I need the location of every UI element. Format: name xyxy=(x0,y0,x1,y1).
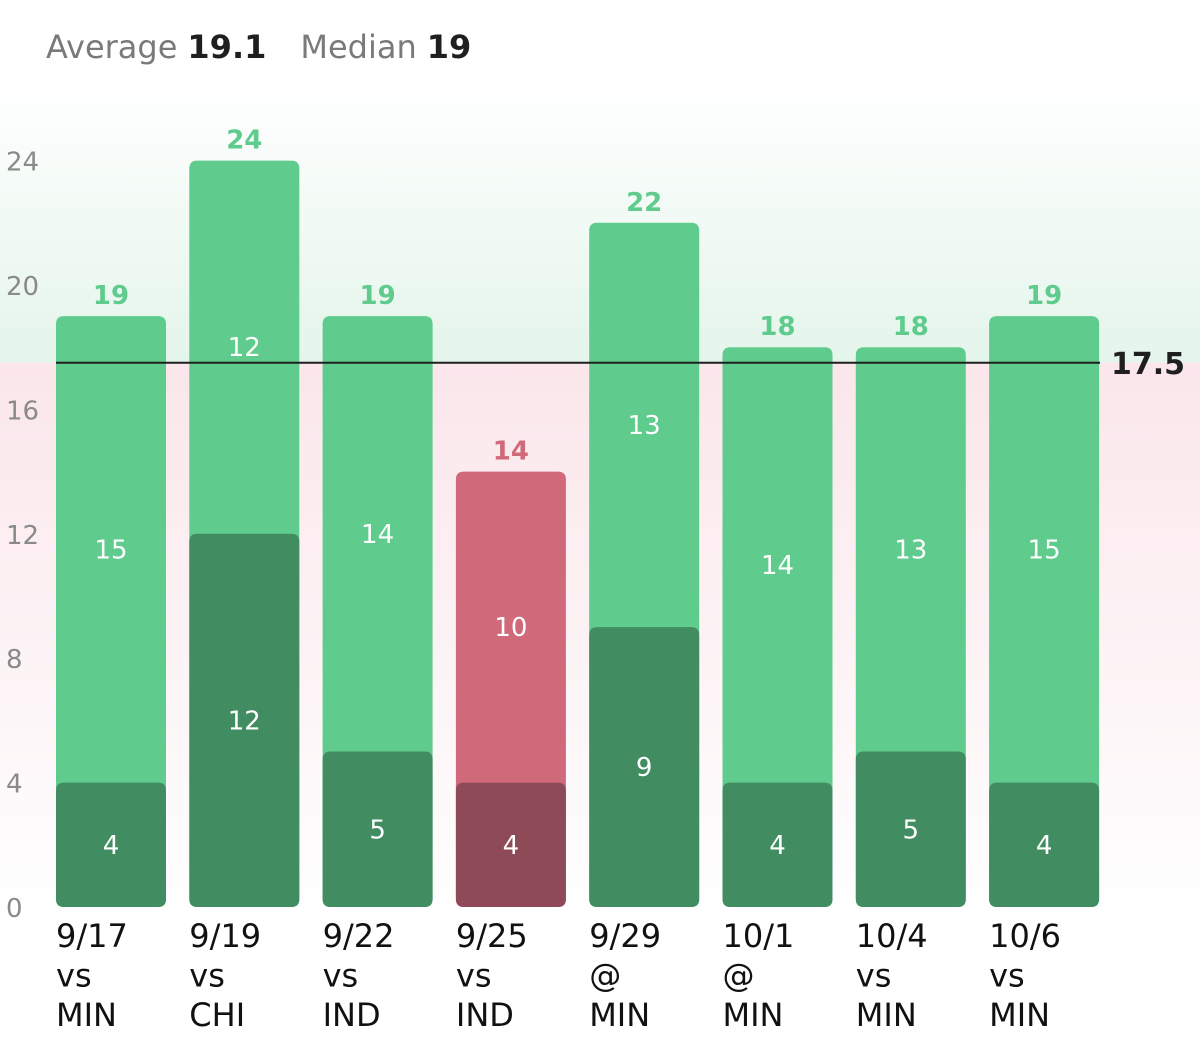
x-category-label: IND xyxy=(323,996,381,1034)
y-tick-label: 12 xyxy=(6,521,39,551)
bar-base-segment xyxy=(455,782,566,907)
bar-total-label: 14 xyxy=(493,437,529,467)
x-category-label: 9/25 xyxy=(456,917,528,955)
bar-base-label: 5 xyxy=(369,815,386,845)
x-category-label: vs xyxy=(856,957,892,995)
bar-total-label: 19 xyxy=(93,281,129,311)
median-label: Median xyxy=(300,28,417,66)
bar-base-segment xyxy=(56,782,166,907)
bar-total-label: 18 xyxy=(759,312,795,342)
x-category-label: vs xyxy=(989,957,1025,995)
bar-group: 4 15 19 xyxy=(989,281,1100,908)
average-value: 19.1 xyxy=(187,28,267,66)
x-category-label: 10/4 xyxy=(856,917,928,955)
threshold-label: 17.5 xyxy=(1111,347,1185,382)
bar-group: 4 15 19 xyxy=(56,281,166,908)
average-label: Average xyxy=(46,28,178,66)
bar-group: 5 13 18 xyxy=(855,312,966,907)
bar-top-label: 14 xyxy=(761,551,794,581)
bar-base-label: 4 xyxy=(769,831,786,861)
bar-base-label: 4 xyxy=(103,831,120,861)
bar-base-segment xyxy=(722,782,833,907)
y-tick-label: 24 xyxy=(6,148,39,178)
bar-top-label: 12 xyxy=(228,333,261,363)
bar-top-label: 13 xyxy=(628,411,661,441)
x-category-label: 9/17 xyxy=(56,917,128,955)
x-category-label: IND xyxy=(456,996,514,1034)
y-tick-label: 8 xyxy=(6,645,23,675)
y-tick-label: 20 xyxy=(6,272,39,302)
y-tick-label: 4 xyxy=(6,770,23,800)
bar-top-label: 15 xyxy=(1028,535,1061,565)
bar-total-label: 22 xyxy=(626,188,662,218)
bar-top-label: 14 xyxy=(361,520,394,550)
bar-base-label: 4 xyxy=(503,831,520,861)
bar-group: 4 14 18 xyxy=(722,312,833,907)
x-category-label: 10/6 xyxy=(989,917,1061,955)
bar-group: 5 14 19 xyxy=(322,281,433,908)
bar-group: 9 13 22 xyxy=(589,188,700,908)
bar-top-label: 13 xyxy=(894,535,927,565)
x-category-label: @ xyxy=(723,957,755,995)
bar-base-label: 5 xyxy=(903,815,920,845)
bar-total-label: 19 xyxy=(360,281,396,311)
stats-summary: Average 19.1 Median 19 xyxy=(46,28,471,66)
x-category-label: 9/19 xyxy=(189,917,261,955)
x-category-label: MIN xyxy=(856,996,917,1034)
x-category-label: @ xyxy=(589,957,621,995)
x-category-label: MIN xyxy=(723,996,784,1034)
bar-group: 12 12 24 xyxy=(189,126,300,908)
bar-base-segment xyxy=(189,533,300,907)
bar-total-label: 24 xyxy=(226,126,262,156)
x-category-label: 10/1 xyxy=(723,917,795,955)
x-category-label: vs xyxy=(323,957,359,995)
x-category-label: MIN xyxy=(56,996,117,1034)
bar-base-segment xyxy=(989,782,1100,907)
x-category-label: vs xyxy=(56,957,92,995)
x-category-label: 9/22 xyxy=(323,917,395,955)
bar-total-label: 19 xyxy=(1026,281,1062,311)
bar-top-label: 10 xyxy=(494,613,527,643)
bar-base-segment xyxy=(322,751,433,907)
x-category-label: vs xyxy=(189,957,225,995)
y-tick-label: 0 xyxy=(6,894,23,924)
x-category-label: vs xyxy=(456,957,492,995)
bar-top-segment xyxy=(989,316,1100,908)
x-category-label: MIN xyxy=(589,996,650,1034)
bar-total-label: 18 xyxy=(893,312,929,342)
median-value: 19 xyxy=(426,28,472,66)
bar-base-segment xyxy=(855,751,966,907)
bar-group: 4 10 14 xyxy=(455,437,566,907)
bar-base-segment xyxy=(589,627,700,907)
bar-top-segment xyxy=(722,347,833,907)
x-category-label: 9/29 xyxy=(589,917,661,955)
x-category-label: MIN xyxy=(989,996,1050,1034)
bar-base-label: 12 xyxy=(228,706,261,736)
bar-top-label: 15 xyxy=(94,535,127,565)
bar-base-label: 4 xyxy=(1036,831,1053,861)
bar-top-segment xyxy=(56,316,166,908)
bar-base-label: 9 xyxy=(636,753,653,783)
y-tick-label: 16 xyxy=(6,396,39,426)
x-category-label: CHI xyxy=(189,996,245,1034)
